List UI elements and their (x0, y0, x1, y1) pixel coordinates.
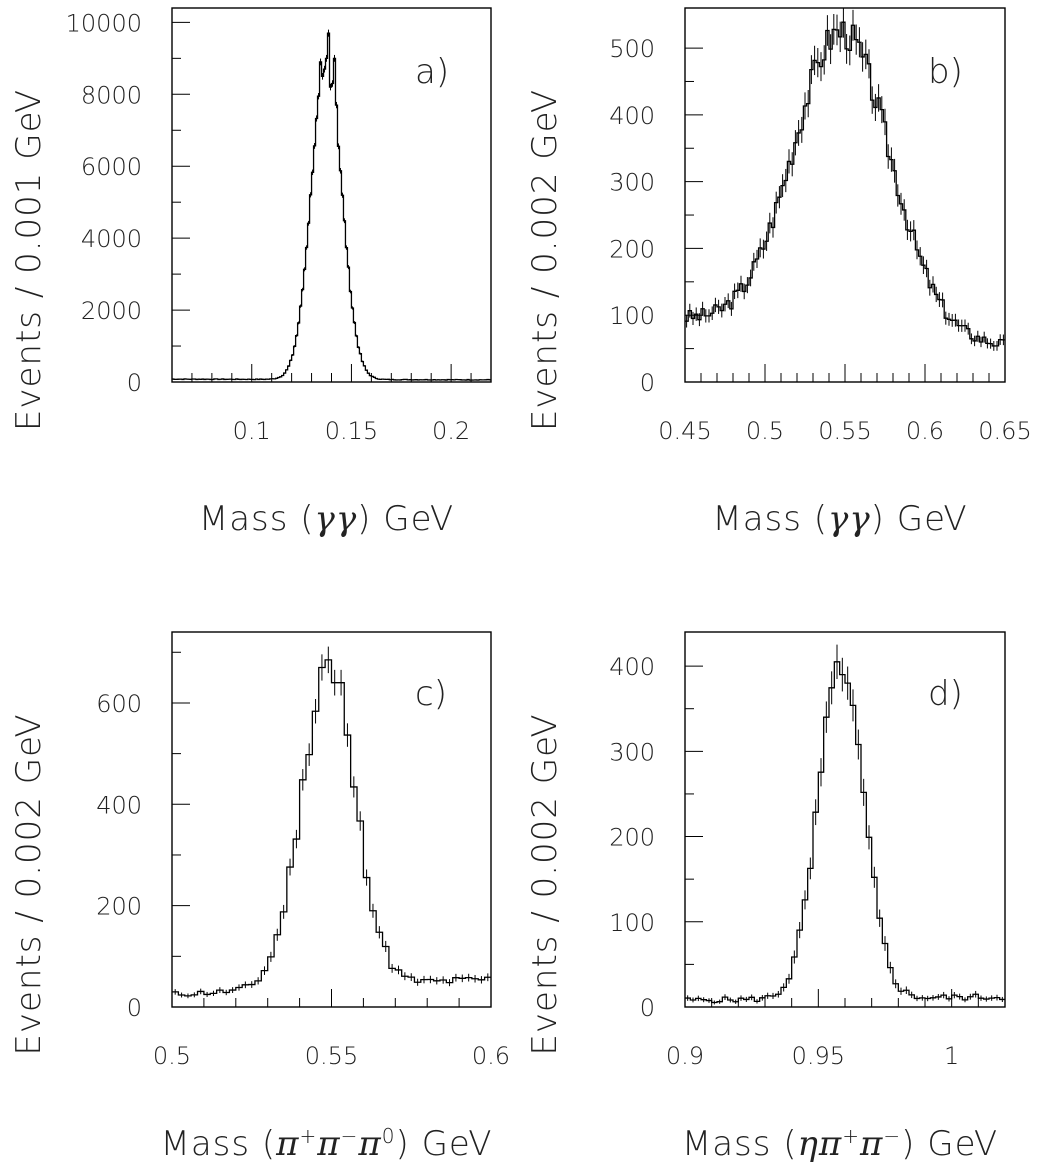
histogram-steps (685, 661, 1005, 1004)
histogram-steps (172, 659, 491, 997)
y-tick-label: 400 (609, 653, 655, 681)
y-axis-title: Events / 0.002 GeV (525, 713, 565, 1055)
y-tick-label: 100 (609, 909, 655, 937)
y-tick-label: 400 (609, 102, 655, 130)
y-axis-title: Events / 0.002 GeV (9, 713, 49, 1055)
x-tick-label: 0.15 (325, 417, 378, 445)
panel-b-histogram: 0.45 0.5 0.55 0.6 0.65 0 100 200 300 400 500 b) Mass… (525, 7, 1032, 539)
y-tick-label: 200 (609, 235, 655, 263)
y-tick-label: 200 (609, 824, 655, 852)
x-tick-label: 0.55 (305, 1042, 358, 1070)
y-tick-label: 200 (96, 893, 142, 921)
y-axis-title: Events / 0.001 GeV (9, 89, 49, 431)
y-tick-label: 300 (609, 738, 655, 766)
panel-c-histogram: 0.5 0.55 0.6 0 200 400 600 c) Mass (π+π−π0) GeV E… (9, 631, 510, 1164)
x-tick-label: 0.6 (472, 1042, 510, 1070)
panel-label: c) (415, 674, 447, 714)
x-tick-label: 0.5 (153, 1042, 191, 1070)
y-tick-label: 500 (609, 35, 655, 63)
x-tick-label: 0.5 (746, 417, 784, 445)
x-tick-label: 0.1 (233, 417, 271, 445)
x-tick-label: 0.95 (792, 1042, 845, 1070)
x-tick-label: 1 (944, 1042, 959, 1070)
x-axis-title: Mass (γγ) GeV (199, 499, 454, 539)
x-tick-label: 0.65 (978, 417, 1031, 445)
panel-label: b) (928, 52, 963, 92)
x-tick-label: 0.9 (666, 1042, 704, 1070)
y-tick-label: 0 (640, 994, 655, 1022)
x-tick-label: 0.45 (658, 417, 711, 445)
y-tick-label: 0 (127, 994, 142, 1022)
panel-label: a) (415, 52, 449, 92)
y-axis-title: Events / 0.002 GeV (525, 89, 565, 431)
x-axis-title: Mass (π+π−π0) GeV (161, 1124, 493, 1164)
y-tick-label: 2000 (81, 297, 142, 325)
y-tick-label: 400 (96, 791, 142, 819)
x-tick-label: 0.2 (432, 417, 470, 445)
y-tick-label: 6000 (81, 153, 142, 181)
panel-d-histogram: 0.9 0.95 1 0 100 200 300 400 d) Mass (ηπ+π−) GeV E… (525, 631, 1006, 1164)
y-tick-label: 300 (609, 169, 655, 197)
y-tick-label: 0 (640, 369, 655, 397)
y-tick-label: 8000 (81, 81, 142, 109)
panel-a-histogram: 0.1 0.15 0.2 0 2000 4000 6000 8000 10000 a) Mass (… (9, 7, 492, 539)
panel-label: d) (928, 674, 963, 714)
x-axis-title: Mass (γγ) GeV (712, 499, 967, 539)
histogram-steps (172, 32, 491, 381)
x-tick-label: 0.6 (906, 417, 944, 445)
y-tick-label: 600 (96, 690, 142, 718)
y-tick-label: 4000 (81, 225, 142, 253)
y-tick-label: 10000 (66, 9, 142, 37)
y-tick-label: 0 (127, 369, 142, 397)
x-tick-label: 0.55 (818, 417, 871, 445)
histogram-steps (685, 21, 1005, 347)
x-axis-title: Mass (ηπ+π−) GeV (682, 1124, 998, 1164)
y-tick-label: 100 (609, 302, 655, 330)
